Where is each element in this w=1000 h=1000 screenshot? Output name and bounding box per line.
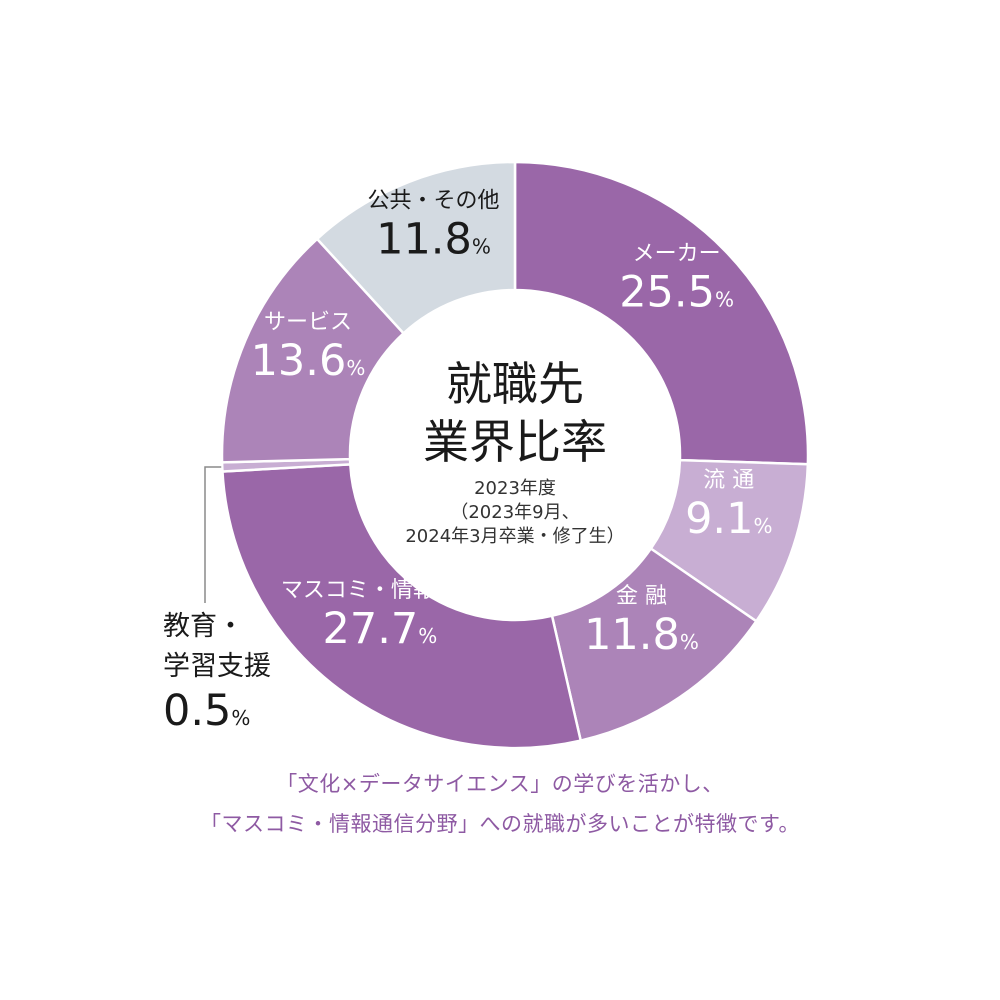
slice-value-3: 27.7%	[323, 604, 438, 654]
slice-value-0: 25.5%	[619, 267, 734, 317]
center-subtitle-0: 2023年度	[474, 478, 556, 499]
slice-6	[315, 160, 517, 336]
caption-line-1: 「文化×データサイエンス」の学びを活かし、	[276, 772, 724, 796]
slice-0	[513, 160, 810, 466]
center-title-1: 業界比率	[423, 415, 607, 469]
center-subtitle-2: 2024年3月卒業・修了生）	[405, 526, 624, 547]
slice-value-2: 11.8%	[584, 610, 699, 660]
slice-value-1: 9.1%	[685, 494, 772, 544]
leader-layer	[204, 466, 222, 603]
slice-value-4: 0.5%	[163, 686, 250, 736]
slice-3	[221, 463, 583, 750]
slice-label-4-1: 学習支援	[163, 651, 271, 682]
slice-label-2-0: 金 融	[616, 584, 667, 609]
center-title-0: 就職先	[446, 357, 584, 411]
slice-label-0-0: メーカー	[633, 241, 721, 266]
slice-value-6: 11.8%	[376, 214, 491, 264]
leader-line	[204, 466, 222, 603]
center-subtitle-1: （2023年9月、	[450, 502, 579, 523]
slice-label-3-0: マスコミ・情報通信	[281, 578, 479, 603]
slice-label-5-0: サービス	[264, 310, 352, 335]
slice-value-5: 13.6%	[251, 336, 366, 386]
slice-label-6-0: 公共・その他	[367, 188, 499, 213]
slice-label-1-0: 流 通	[703, 468, 754, 493]
slices-layer	[220, 160, 810, 750]
slice-label-4-0: 教育・	[163, 611, 244, 642]
caption-line-2: 「マスコミ・情報通信分野」への就職が多いことが特徴です。	[200, 812, 800, 836]
